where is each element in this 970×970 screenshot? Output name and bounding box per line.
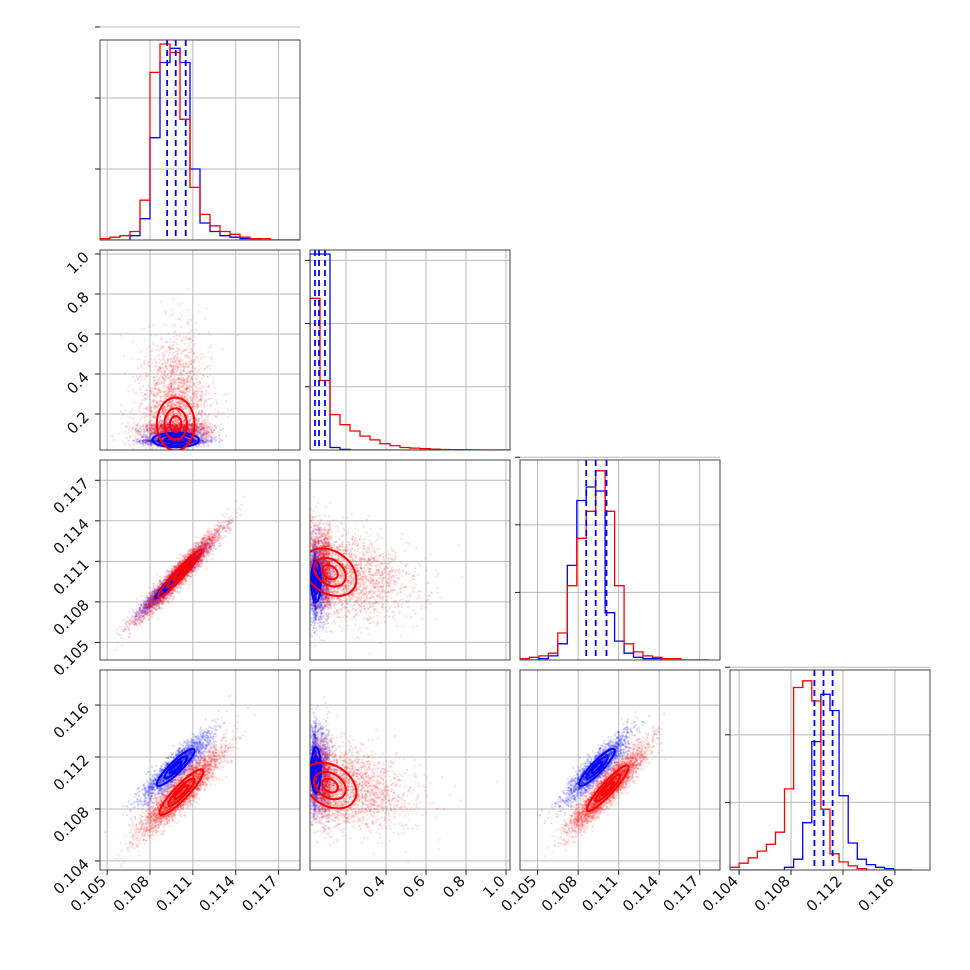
x-tick-label: 0.116 <box>855 872 898 915</box>
contour-red <box>321 777 339 794</box>
histogram-blue <box>730 693 912 870</box>
scatter-panel <box>310 495 463 655</box>
contour-blue <box>590 760 604 774</box>
contour-blue <box>164 435 188 445</box>
x-tick-label: 0.8 <box>439 872 469 902</box>
scatter-layer <box>104 288 667 868</box>
x-tick-label: 0.111 <box>578 872 621 915</box>
panel-frame <box>99 249 301 451</box>
scatter-red <box>112 288 239 450</box>
y-tick-label: 0.105 <box>50 637 93 680</box>
contour-red <box>158 768 205 816</box>
contour-red <box>310 761 358 810</box>
y-tick-label: 0.108 <box>50 596 93 639</box>
histogram-panel <box>730 670 912 870</box>
y-tick-label: 0.111 <box>50 555 93 598</box>
panel-frame <box>99 669 301 871</box>
contour-red <box>600 780 616 797</box>
panel-frame <box>309 249 511 451</box>
contour-red <box>172 565 188 582</box>
x-tick-label: 0.111 <box>153 872 196 915</box>
x-tick-label: 0.2 <box>319 872 349 902</box>
y-tick-label: 0.2 <box>63 408 93 438</box>
panel-frame <box>729 669 931 871</box>
histogram-blue <box>310 253 510 450</box>
scatter-panel <box>111 288 239 450</box>
histogram-panel <box>310 250 510 450</box>
x-tick-label: 0.108 <box>538 872 581 915</box>
contour-red <box>585 764 630 813</box>
contour-red <box>173 784 190 800</box>
panel-frame <box>519 459 721 661</box>
histogram-red <box>310 297 510 450</box>
contour-red <box>169 415 183 433</box>
y-tick-label: 0.116 <box>50 699 93 742</box>
panel-frame <box>519 669 721 871</box>
panel-frame <box>99 39 301 241</box>
contour-blue <box>578 747 616 787</box>
contour-red <box>165 558 195 589</box>
x-tick-label: 0.104 <box>699 872 742 915</box>
x-tick-label: 0.114 <box>195 872 238 915</box>
panel-frame <box>309 669 511 871</box>
histogram-panel <box>520 460 710 660</box>
x-tick-label: 0.108 <box>110 872 153 915</box>
grid-layer <box>100 26 930 870</box>
x-tick-label: 0.4 <box>359 872 389 902</box>
scatter-panel <box>114 495 246 652</box>
histogram-red <box>730 680 912 870</box>
scatter-panel <box>310 696 498 864</box>
contour-red <box>163 407 188 441</box>
contour-red <box>321 564 339 581</box>
y-tick-label: 0.117 <box>50 474 93 517</box>
x-tick-label: 0.105 <box>497 872 540 915</box>
contour-blue <box>312 568 320 596</box>
contour-blue <box>155 747 196 787</box>
histogram-panel <box>100 40 300 240</box>
contour-red <box>155 396 196 450</box>
x-tick-label: 0.117 <box>659 872 702 915</box>
y-tick-label: 0.4 <box>63 368 93 398</box>
y-tick-label: 0.108 <box>50 803 93 846</box>
x-tick-label: 0.108 <box>751 872 794 915</box>
contour-red <box>310 547 358 597</box>
marks-layer <box>100 40 912 870</box>
contour-blue <box>585 755 609 780</box>
contour-red <box>167 777 196 807</box>
frames-layer <box>99 39 931 871</box>
contour-blue <box>312 755 320 785</box>
contour-blue <box>169 760 183 774</box>
contour-blue <box>157 433 194 447</box>
x-tick-label: 0.112 <box>803 872 846 915</box>
contour-blue <box>163 755 189 780</box>
contour-red <box>594 773 622 803</box>
x-tick-label: 0.117 <box>238 872 281 915</box>
y-tick-label: 0.112 <box>50 751 93 794</box>
y-tick-label: 0.114 <box>50 515 93 558</box>
panel-frame <box>99 459 301 661</box>
scatter-panel <box>537 711 667 858</box>
contour-red <box>156 548 204 599</box>
y-tick-label: 0.8 <box>63 288 93 318</box>
histogram-red <box>100 43 300 240</box>
y-tick-label: 1.0 <box>63 248 93 278</box>
histogram-blue <box>520 486 710 660</box>
contour-blue <box>310 746 322 794</box>
panel-frame <box>309 459 511 661</box>
x-tick-label: 0.114 <box>619 872 662 915</box>
y-tick-label: 0.6 <box>63 328 93 358</box>
histogram-red <box>520 470 710 660</box>
contour-red <box>313 556 347 588</box>
contour-red <box>313 770 347 801</box>
x-tick-label: 0.6 <box>399 872 429 902</box>
scatter-panel <box>104 695 257 868</box>
